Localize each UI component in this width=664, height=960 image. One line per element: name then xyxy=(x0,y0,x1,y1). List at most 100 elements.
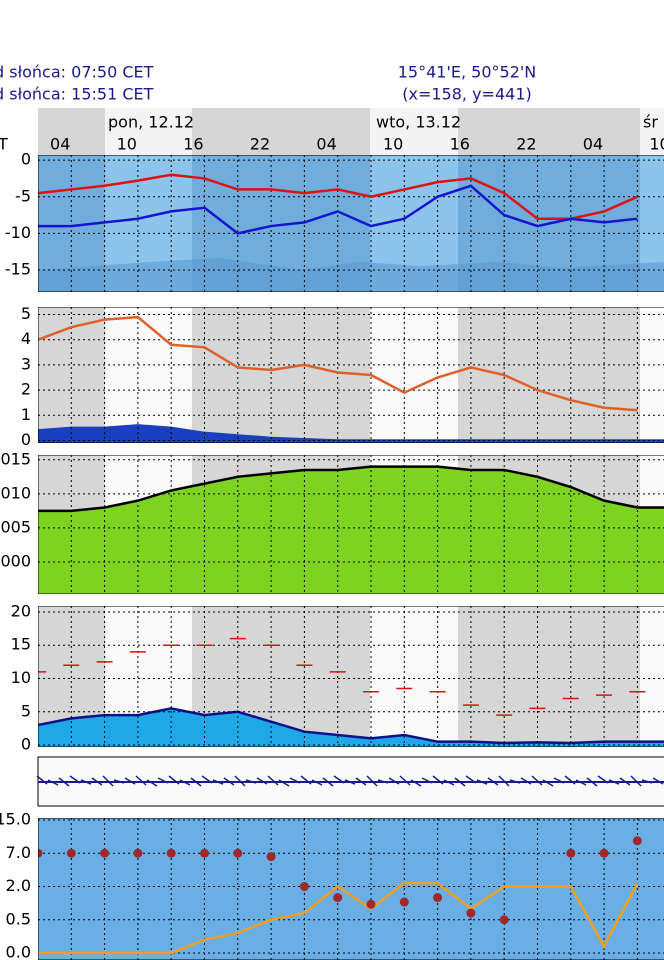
grid-point: (x=158, y=441) xyxy=(402,85,531,104)
wind-arrow xyxy=(366,775,378,787)
y-tick-label: 2 xyxy=(21,380,31,399)
day-band xyxy=(105,108,192,155)
dot xyxy=(566,848,576,858)
area xyxy=(38,425,664,443)
y-tick-label: 5 xyxy=(21,304,31,323)
dot xyxy=(266,852,276,862)
y-tick-label: 0.0 xyxy=(6,943,31,960)
y-tick-label: 2.0 xyxy=(6,876,31,895)
wind-arrow xyxy=(300,775,312,785)
y-tick-label: 1005 xyxy=(0,517,31,536)
dot xyxy=(333,893,343,903)
night-bg xyxy=(458,307,640,443)
y-tick-label: 15 xyxy=(11,635,31,654)
wind-arrow xyxy=(124,777,136,785)
wind-arrow xyxy=(58,777,70,787)
wind-arrow xyxy=(91,777,103,786)
wind-arrow xyxy=(641,779,653,784)
wind-arrow xyxy=(201,775,213,784)
dot xyxy=(632,836,642,846)
dot xyxy=(299,882,309,891)
x-tick-label: 16 xyxy=(183,135,203,154)
wind-panel xyxy=(36,756,664,807)
panel xyxy=(38,606,664,747)
y-tick-label: 0.5 xyxy=(6,909,31,928)
sunset: d słońca: 15:51 CET xyxy=(0,85,154,104)
y-tick-label: -5 xyxy=(15,186,31,205)
wind-arrow xyxy=(278,779,290,787)
dot xyxy=(38,848,43,858)
night-bg xyxy=(458,606,640,747)
wind-arrow xyxy=(245,779,257,784)
area-edge xyxy=(38,465,664,513)
y-tick-label: 1 xyxy=(21,405,31,424)
wind-arrow xyxy=(113,779,125,784)
wind-arrow xyxy=(487,777,499,786)
y-tick-label: 3 xyxy=(21,354,31,373)
wind-arrow xyxy=(322,777,334,787)
panel xyxy=(38,155,664,292)
wind-arrow xyxy=(69,775,81,784)
wind-arrow xyxy=(256,777,268,785)
wind-arrow xyxy=(333,775,345,784)
panel xyxy=(38,818,664,960)
wind-arrow xyxy=(564,775,576,785)
wind-arrow xyxy=(234,775,246,787)
x-tick-label: 04 xyxy=(50,135,70,154)
x-tick-label: 22 xyxy=(516,135,536,154)
y-tick-label: 0 xyxy=(21,735,31,754)
x-tick-label: 10 xyxy=(117,135,137,154)
wind-arrow xyxy=(223,777,235,786)
wind-arrow xyxy=(311,779,323,786)
sunrise: d słońca: 07:50 CET xyxy=(0,63,154,82)
wind-arrow xyxy=(509,779,521,784)
wind-arrow xyxy=(542,779,554,787)
y-tick-label: 0 xyxy=(21,150,31,169)
area-edge xyxy=(38,707,664,745)
dot xyxy=(399,897,409,907)
y-tick-label: 4 xyxy=(21,329,31,348)
dot xyxy=(133,848,143,858)
wind-arrow xyxy=(454,777,466,787)
lower-band xyxy=(38,258,664,292)
y-tick-label: -15 xyxy=(5,260,31,279)
day-label: śr xyxy=(643,113,658,132)
wind-arrow xyxy=(190,777,202,787)
line xyxy=(38,173,638,220)
x-tick-label: 04 xyxy=(316,135,336,154)
y-tick-label: 5 xyxy=(21,701,31,720)
panel xyxy=(38,307,664,443)
wind-arrow xyxy=(80,779,92,785)
dot xyxy=(66,848,76,858)
x-tick-label: 16 xyxy=(450,135,470,154)
day-band xyxy=(370,108,458,155)
panel-bg xyxy=(38,818,664,960)
y-tick-label: 0 xyxy=(21,430,31,449)
dot xyxy=(499,915,509,925)
wind-arrow xyxy=(157,777,169,784)
day-label: wto, 13.12 xyxy=(376,113,461,132)
wind-arrow xyxy=(630,775,642,787)
dot xyxy=(100,848,110,858)
wind-arrow xyxy=(267,775,279,786)
wind-arrow xyxy=(531,775,543,786)
wind-arrow xyxy=(410,779,422,787)
wind-arrow xyxy=(36,775,48,785)
area xyxy=(38,708,664,747)
wind-arrow xyxy=(553,777,565,784)
wind-arrow xyxy=(289,777,301,784)
x-tick-label: 10 xyxy=(649,135,664,154)
dot xyxy=(433,893,443,903)
coordinates: 15°41'E, 50°52'N xyxy=(398,63,536,82)
wind-arrow xyxy=(212,779,224,785)
time-zone: T xyxy=(0,135,8,154)
night-bg xyxy=(192,307,370,443)
wind-arrow xyxy=(47,779,59,786)
day-band xyxy=(640,108,664,155)
wind-arrow xyxy=(135,775,147,786)
y-tick-label: 20 xyxy=(11,601,31,620)
wind-arrow xyxy=(421,777,433,784)
x-tick-label: 22 xyxy=(250,135,270,154)
